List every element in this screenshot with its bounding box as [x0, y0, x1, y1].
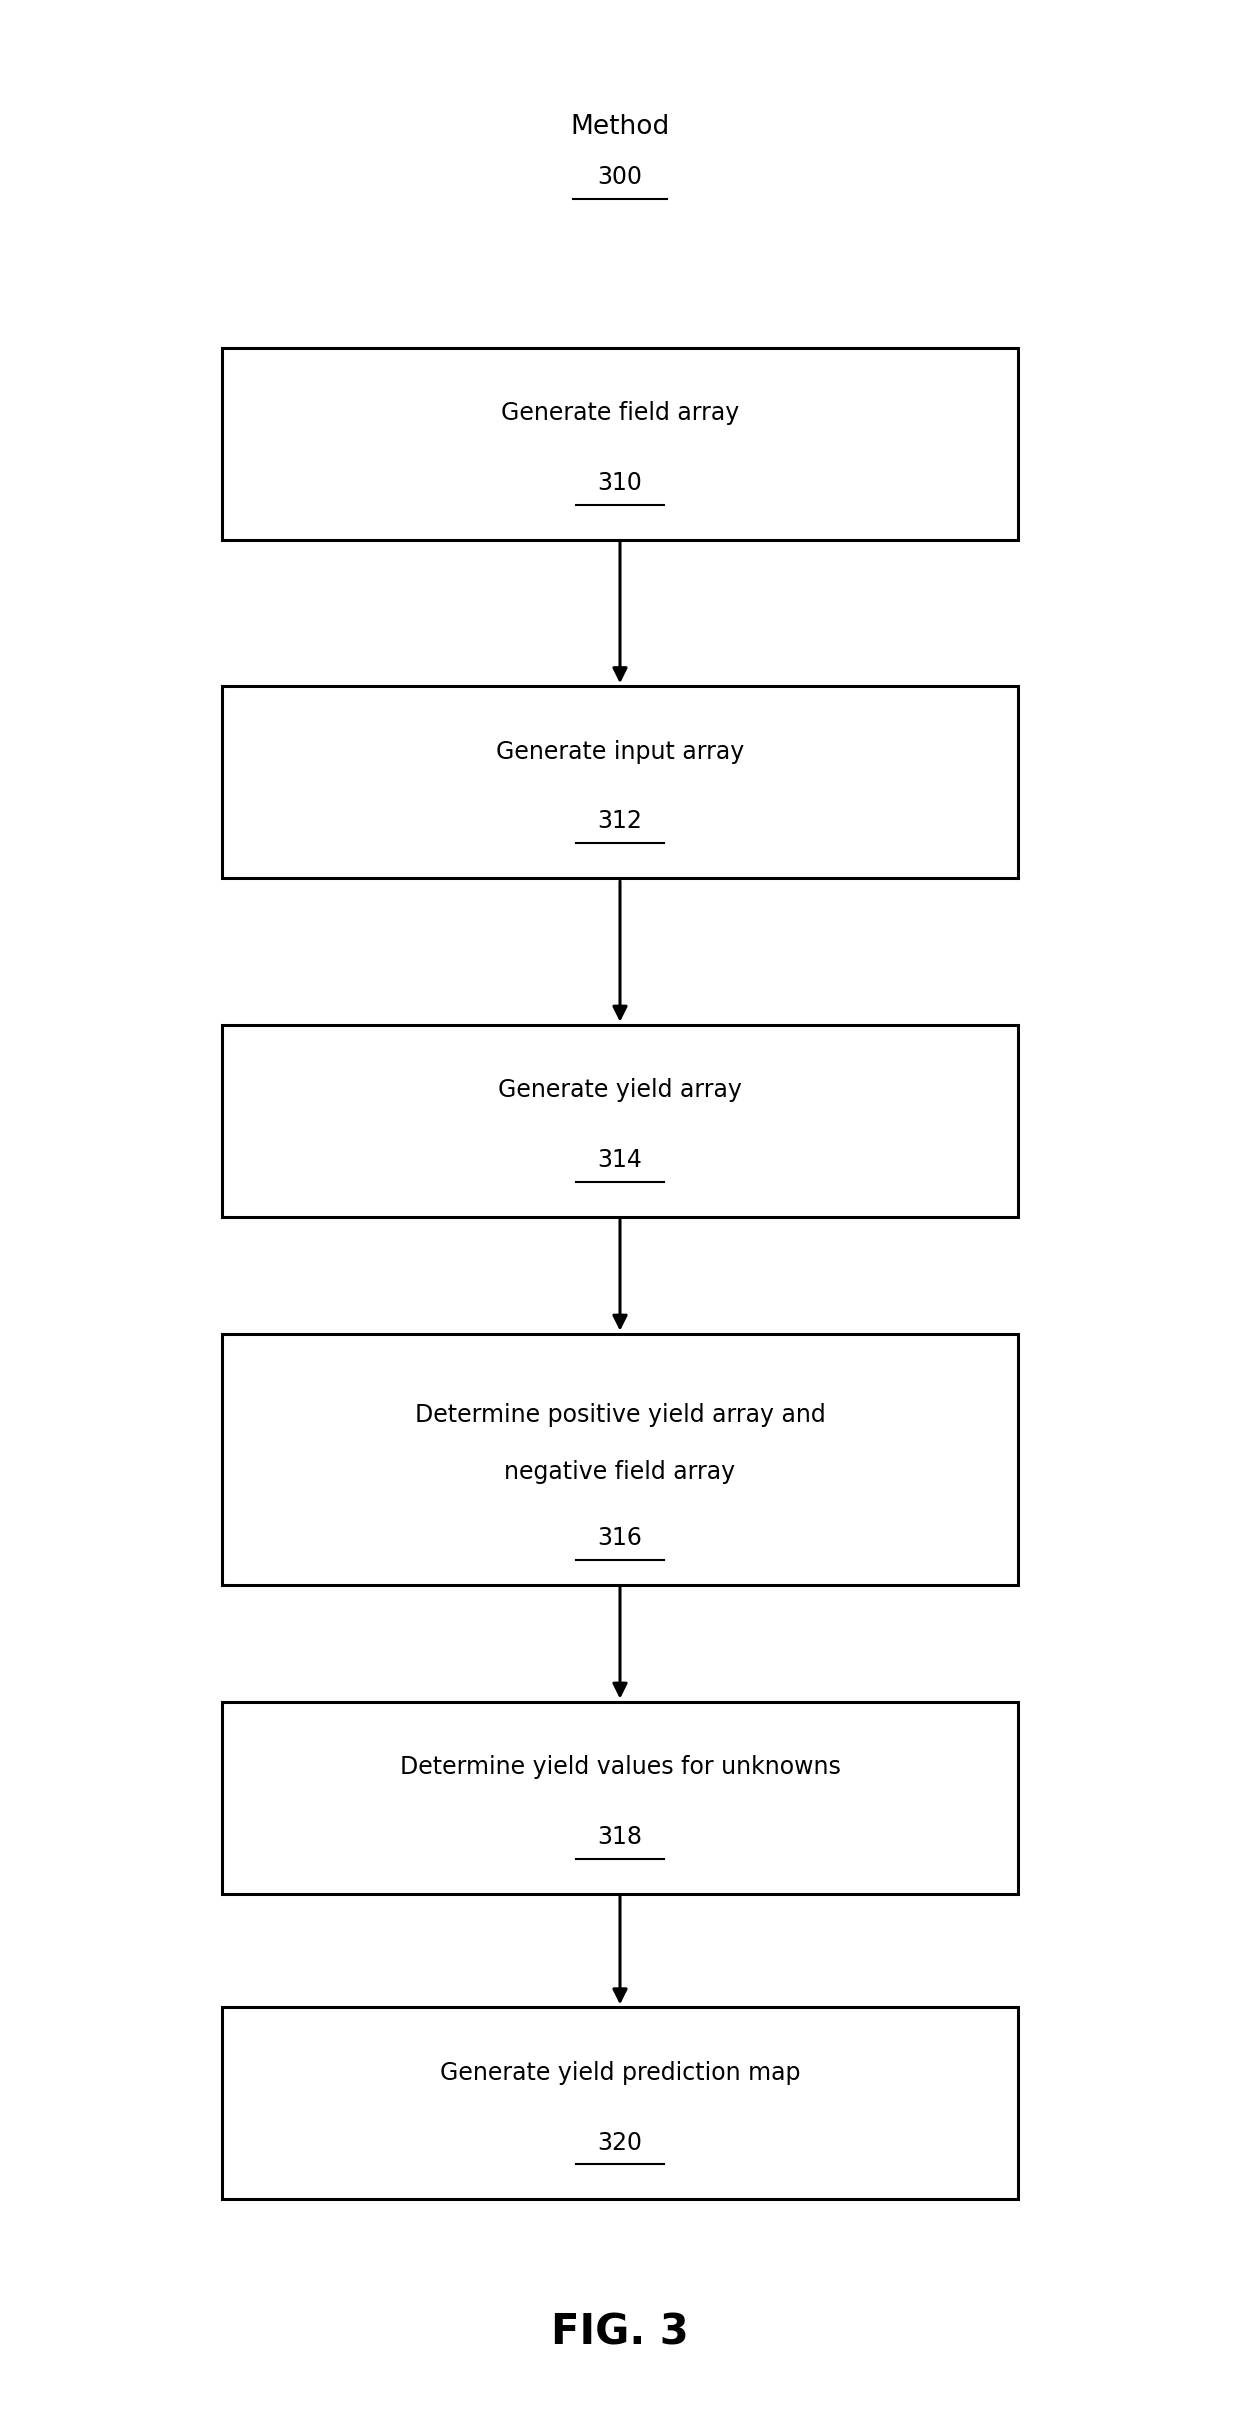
- Text: 310: 310: [598, 471, 642, 495]
- Text: 320: 320: [598, 2131, 642, 2155]
- Text: 300: 300: [598, 164, 642, 188]
- Bar: [222, 1334, 1018, 1585]
- Text: Determine yield values for unknowns: Determine yield values for unknowns: [399, 1754, 841, 1778]
- Text: negative field array: negative field array: [505, 1459, 735, 1483]
- Bar: [222, 348, 1018, 539]
- Bar: [222, 686, 1018, 879]
- Text: 316: 316: [598, 1527, 642, 1549]
- Text: Method: Method: [570, 114, 670, 140]
- Text: 318: 318: [598, 1824, 642, 1848]
- Bar: [222, 1024, 1018, 1218]
- Text: 312: 312: [598, 809, 642, 834]
- Bar: [222, 2008, 1018, 2199]
- Text: Generate yield prediction map: Generate yield prediction map: [440, 2061, 800, 2085]
- Bar: [222, 1701, 1018, 1894]
- Text: FIG. 3: FIG. 3: [551, 2312, 689, 2353]
- Text: Generate yield array: Generate yield array: [498, 1078, 742, 1102]
- Text: 314: 314: [598, 1148, 642, 1172]
- Text: Generate input array: Generate input array: [496, 739, 744, 763]
- Text: Generate field array: Generate field array: [501, 401, 739, 425]
- Text: Determine positive yield array and: Determine positive yield array and: [414, 1404, 826, 1428]
